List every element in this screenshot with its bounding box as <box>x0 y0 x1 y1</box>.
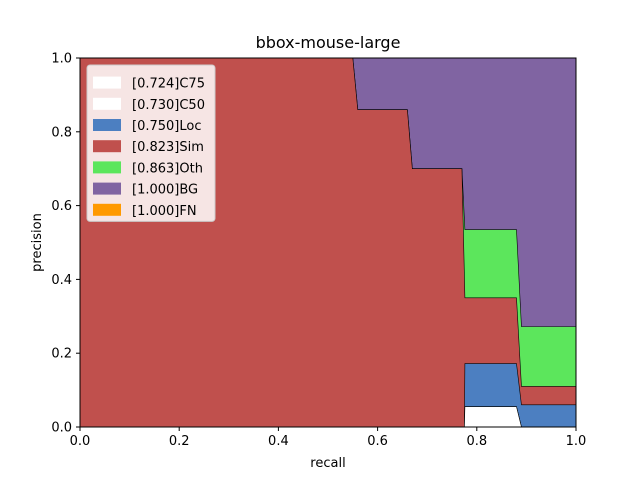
legend-swatch-1-000-bg <box>93 182 121 195</box>
x-tick-label: 1.0 <box>566 434 587 449</box>
y-axis-label: precision <box>30 213 45 272</box>
x-axis-label: recall <box>310 456 345 471</box>
axis-ticks: 0.0 0.2 0.4 0.6 0.8 1.0 0.0 0.2 0.4 0.6 0.8 1.0 <box>51 52 586 450</box>
legend-swatch-0-724-c75 <box>93 76 121 89</box>
y-tick-label: 0.0 <box>51 421 72 436</box>
legend-label-0-750-loc: [0.750]Loc <box>132 119 201 134</box>
legend-label-1-000-fn: [1.000]FN <box>132 204 197 219</box>
y-tick-label: 0.4 <box>51 273 72 288</box>
x-tick-label: 0.6 <box>367 434 388 449</box>
y-tick-label: 0.6 <box>51 199 72 214</box>
plot-frame <box>79 57 577 428</box>
legend: [0.724]C75 [0.730]C50 [0.750]Loc [0.823]Sim… <box>86 64 216 222</box>
y-tick-label: 0.8 <box>51 125 72 140</box>
legend-label-1-000-bg: [1.000]BG <box>132 183 198 198</box>
x-tick-label: 0.2 <box>169 434 190 449</box>
legend-label-0-730-c50: [0.730]C50 <box>132 98 205 113</box>
legend-swatch-0-750-loc <box>93 119 121 131</box>
chart-title: bbox-mouse-large <box>256 33 401 52</box>
legend-swatch-0-863-oth <box>93 161 121 174</box>
y-tick-label: 0.2 <box>51 347 72 362</box>
legend-swatch-1-000-fn <box>93 203 121 216</box>
x-tick-label: 0.4 <box>268 434 289 449</box>
legend-label-0-724-c75: [0.724]C75 <box>132 77 205 92</box>
legend-label-0-823-sim: [0.823]Sim <box>132 140 204 155</box>
legend-swatch-0-823-sim <box>93 140 121 153</box>
legend-swatch-0-730-c50 <box>93 97 121 110</box>
legend-label-0-863-oth: [0.863]Oth <box>132 161 203 176</box>
x-tick-label: 0.8 <box>466 434 487 449</box>
y-tick-label: 1.0 <box>51 52 72 67</box>
x-tick-label: 0.0 <box>70 434 91 449</box>
